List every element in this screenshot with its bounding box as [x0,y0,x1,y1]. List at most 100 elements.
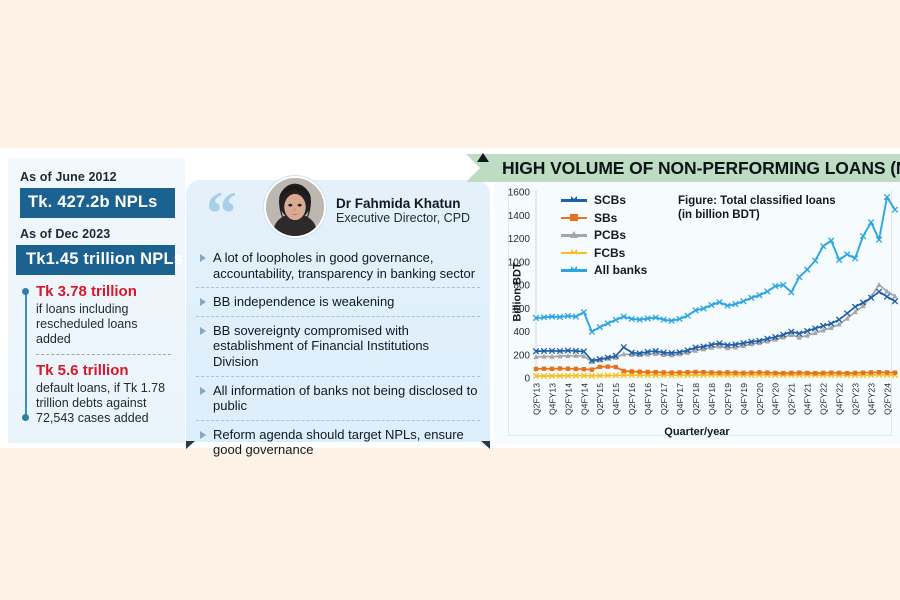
quotation-mark-icon: “ [206,180,237,248]
y-axis-tick-label: 1000 [508,257,531,268]
avatar-portrait-icon [266,178,324,236]
x-axis-tick-label: Q2FY16 [627,383,637,415]
x-axis-tick-label: Q2FY23 [851,383,861,415]
x-axis-tick-label: Q4FY14 [579,383,589,415]
stat-value-2012: Tk. 427.2b NPLs [20,188,175,218]
x-axis-tick-label: Q4FY23 [866,383,876,415]
legend-label: SBs [594,210,618,225]
bullet-text: BB independence is weakening [213,294,395,310]
person-name: Dr Fahmida Khatun [336,196,461,211]
panel-corner-tab-right [481,441,490,449]
x-axis-tick-label: Q2FY15 [595,383,605,415]
figure-note: Figure: Total classified loans (in billi… [678,195,836,222]
bullet-text: All information of banks not being discl… [213,382,478,414]
expert-quote-panel: “ Dr Fahmida Khatun Ex [186,176,490,457]
x-axis-tick-label: Q2FY13 [531,383,541,415]
chart-series-all-banks [532,194,899,335]
sublist-dot-top [21,288,29,295]
y-axis-tick-label: 200 [513,350,530,361]
stat-subitem: Tk 5.6 trillion default loans, if Tk 1.7… [36,361,175,426]
sublist-dot-bottom [21,413,29,421]
bullet-text: BB sovereignty compromised with establis… [213,322,430,369]
list-item: A lot of loopholes in good governance, a… [196,244,480,287]
y-axis-tick-label: 600 [513,304,530,315]
list-item: All information of banks not being discl… [196,375,480,420]
person-role: Executive Director, CPD [336,211,471,225]
banner-notch [466,154,480,182]
triangle-bullet-icon [200,386,206,395]
chart-series-sbs [533,364,898,376]
page-title: HIGH VOLUME OF NON-PERFORMING LOANS (NPL… [502,157,900,178]
npl-stats-panel: As of June 2012 Tk. 427.2b NPLs As of De… [8,158,185,443]
legend-swatch-icon [561,195,587,205]
stat-subitem: Tk 3.78 trillion if loans including resc… [36,283,175,347]
legend-label: All banks [594,263,648,277]
stat-subitem-headline: Tk 3.78 trillion [36,283,137,300]
triangle-bullet-icon [200,254,206,262]
legend-label: SCBs [594,193,627,207]
y-axis-tick-label: 1200 [508,234,531,245]
panel-corner-tab-left [186,441,195,449]
x-axis-tick-label: Q4FY18 [707,383,717,415]
legend-swatch-icon [561,248,587,258]
plot-frame [508,190,892,436]
x-axis-tick-label: Q4FY13 [547,383,557,415]
x-axis-title: Quarter/year [664,426,730,438]
triangle-bullet-icon [200,430,206,439]
x-axis-tick-label: Q2FY18 [691,383,701,415]
person-block: Dr Fahmida Khatun Executive Director, CP… [336,196,470,225]
x-axis-tick-label: Q4FY20 [771,383,781,415]
y-axis-tick-label: 800 [513,281,530,292]
x-axis-tick-label: Q2FY22 [819,383,829,415]
stat-subitem-body: default loans, if Tk 1.78 trillion debts… [36,380,166,425]
bullet-text: Reform agenda should target NPLs, ensure… [213,426,464,458]
bullet-text: A lot of loopholes in good governance, a… [213,250,476,281]
x-axis-tick-label: Q2FY24 [882,383,892,415]
chart-series-scbs [532,288,899,364]
triangle-bullet-icon [200,326,206,335]
y-axis-tick-label: 0 [524,374,530,385]
avatar [264,176,326,238]
list-item: Reform agenda should target NPLs, ensure… [196,419,480,464]
legend-item[interactable]: All banks [561,263,647,277]
x-axis-tick-label: Q2FY19 [723,383,733,415]
x-axis-tick-label: Q4FY22 [835,383,845,415]
x-axis-tick-label: Q2FY17 [659,383,669,415]
legend-item[interactable]: SBs [561,211,647,225]
chart-canvas: 0 200 400 600 800 1000 1200 1400 1600 Q2FY13 Q4FY1… [508,188,899,415]
list-item: BB sovereignty compromised with establis… [196,315,480,376]
legend-label: PCBs [594,228,627,242]
x-axis-tick-label: Q2FY14 [563,383,573,415]
legend-item[interactable]: FCBs [561,246,647,260]
sublist-rail [25,291,27,417]
x-axis-tick-label: Q4FY21 [803,383,813,415]
legend-swatch-icon [561,265,587,275]
chart-legend: SCBs SBs PCBs FCBs All banks [561,193,647,277]
stat-label-2012: As of June 2012 [20,170,117,184]
x-axis-tick-label: Q4FY15 [611,383,621,415]
legend-swatch-icon [561,230,587,240]
y-axis-tick-label: 1600 [508,188,531,199]
list-item: BB independence is weakening [196,287,480,316]
stat-subitem-body: if loans including rescheduled loans add… [36,301,138,346]
legend-item[interactable]: PCBs [561,228,647,242]
sublist-divider [36,353,171,355]
stat-sublist: Tk 3.78 trillion if loans including resc… [20,283,175,426]
banner-arrow-icon [477,153,489,162]
stat-label-2023: As of Dec 2023 [20,227,111,241]
triangle-bullet-icon [200,298,206,307]
y-axis-tick-label: 400 [513,327,530,338]
chart-title-banner: HIGH VOLUME OF NON-PERFORMING LOANS (NPL… [466,154,900,182]
legend-label: FCBs [594,245,626,260]
stat-subitem-headline: Tk 5.6 trillion [36,361,129,379]
x-axis-tick-label: Q2FY21 [787,383,797,415]
y-axis-tick-label: 1400 [508,211,531,222]
legend-item[interactable]: SCBs [561,193,647,207]
x-axis-tick-label: Q4FY19 [739,383,749,415]
x-axis-tick-label: Q4FY16 [643,383,653,415]
npl-line-chart: 0 200 400 600 800 1000 1200 1400 1600 Q2FY13 Q4FY1… [494,182,900,444]
stat-value-2023: Tk1.45 trillion NPLs [16,245,183,275]
quote-header: “ Dr Fahmida Khatun Ex [186,176,490,248]
x-axis-tick-label: Q2FY20 [755,383,765,415]
